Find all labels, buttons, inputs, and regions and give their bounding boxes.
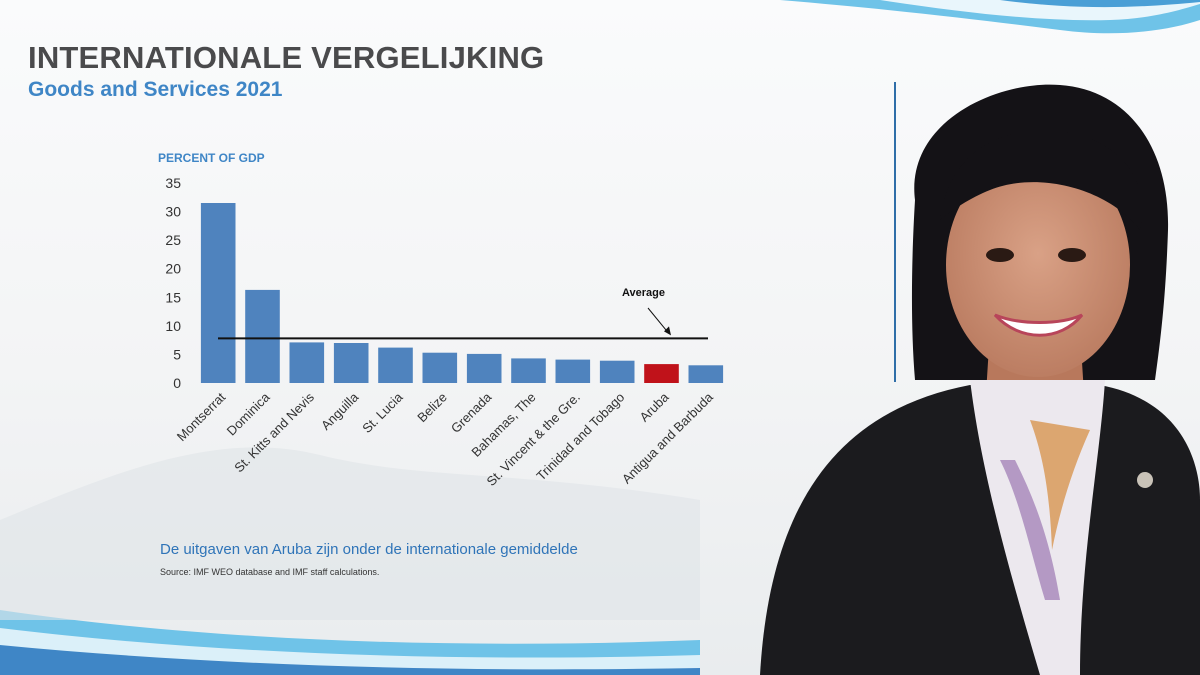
y-tick-label: 0 — [173, 375, 181, 391]
x-tick-label: Anguilla — [318, 389, 362, 433]
y-tick-label: 30 — [165, 204, 181, 220]
y-tick-label: 15 — [165, 289, 181, 305]
bar — [333, 343, 369, 383]
presenter-photo — [760, 84, 1200, 675]
average-pointer — [647, 307, 669, 333]
slide-title: INTERNATIONALE VERGELIJKING — [28, 40, 545, 75]
x-tick-label: St. Lucia — [359, 389, 406, 436]
vertical-divider — [894, 82, 896, 382]
y-tick-label: 35 — [165, 175, 181, 191]
bar — [245, 289, 280, 383]
bar-chart: PERCENT OF GDP 0 5 10 15 20 25 30 35 Montserrat… — [158, 151, 724, 489]
chart-source: Source: IMF WEO database and IMF staff c… — [160, 567, 380, 577]
average-arrow-head — [664, 326, 671, 336]
bar — [644, 364, 679, 383]
chart-caption: De uitgaven van Aruba zijn onder de inte… — [160, 541, 578, 558]
bar — [378, 347, 413, 383]
x-tick-label: St. Kitts and Nevis — [231, 389, 317, 475]
average-label: Average — [622, 287, 665, 299]
bar — [599, 360, 635, 383]
y-tick-label: 5 — [173, 346, 181, 362]
y-tick-label: 25 — [165, 232, 181, 248]
x-tick-label: Aruba — [636, 389, 672, 425]
bar — [511, 358, 546, 383]
bar — [200, 203, 236, 383]
bar — [555, 359, 591, 383]
y-axis-ticks: 0 5 10 15 20 25 30 35 — [165, 175, 181, 391]
y-tick-label: 10 — [165, 318, 181, 334]
bar — [422, 352, 458, 383]
y-tick-label: 20 — [165, 261, 181, 277]
slide-subtitle: Goods and Services 2021 — [28, 78, 283, 101]
x-tick-label: Belize — [414, 390, 450, 426]
bar — [688, 365, 724, 383]
y-axis-label: PERCENT OF GDP — [158, 151, 265, 165]
bar — [466, 353, 502, 383]
x-tick-label: Montserrat — [174, 389, 229, 444]
x-tick-label: Trinidad and Tobago — [533, 390, 627, 484]
bars — [200, 203, 724, 383]
bar — [289, 342, 325, 383]
